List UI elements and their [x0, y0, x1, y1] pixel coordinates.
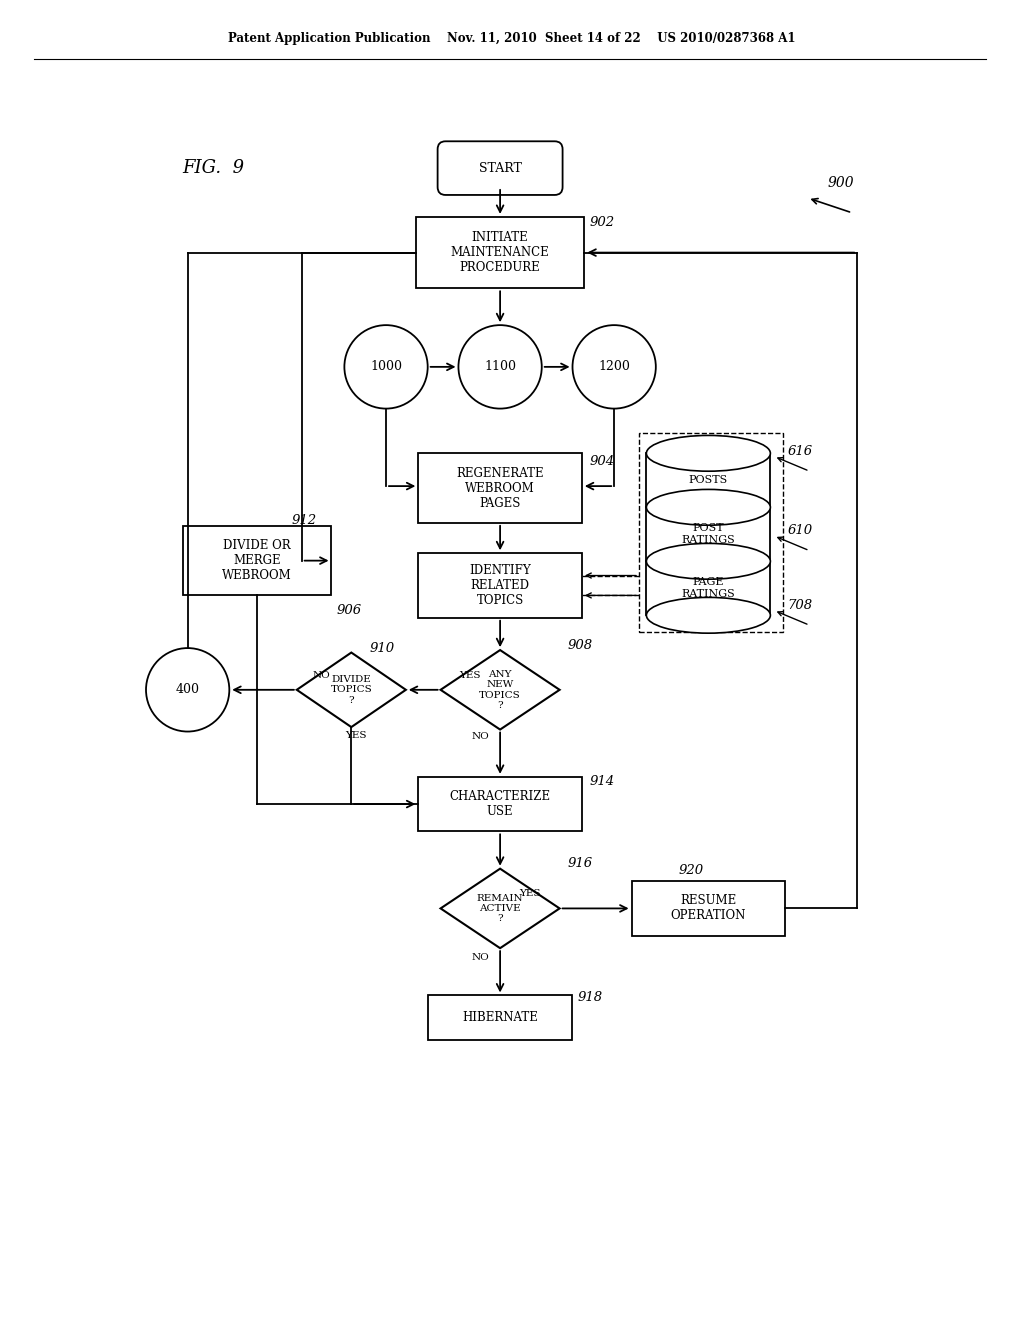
Ellipse shape [646, 436, 770, 471]
Ellipse shape [646, 598, 770, 634]
FancyBboxPatch shape [182, 525, 332, 595]
Text: POST
RATINGS: POST RATINGS [682, 524, 735, 545]
FancyBboxPatch shape [428, 995, 572, 1040]
Text: 1200: 1200 [598, 360, 630, 374]
Circle shape [344, 325, 428, 409]
Ellipse shape [646, 490, 770, 525]
Text: REMAIN
ACTIVE
?: REMAIN ACTIVE ? [477, 894, 523, 923]
Text: 902: 902 [590, 216, 614, 230]
Text: 610: 610 [787, 524, 813, 537]
Ellipse shape [646, 544, 770, 579]
Text: YES: YES [345, 730, 367, 739]
FancyBboxPatch shape [416, 216, 585, 288]
Text: 908: 908 [567, 639, 593, 652]
Text: INITIATE
MAINTENANCE
PROCEDURE: INITIATE MAINTENANCE PROCEDURE [451, 231, 550, 275]
Circle shape [459, 325, 542, 409]
Text: POSTS: POSTS [689, 475, 728, 486]
FancyBboxPatch shape [418, 453, 582, 523]
Text: NO: NO [471, 953, 489, 962]
Text: REGENERATE
WEBROOM
PAGES: REGENERATE WEBROOM PAGES [457, 466, 544, 510]
Polygon shape [297, 652, 406, 727]
Text: 914: 914 [590, 775, 614, 788]
Text: NO: NO [471, 733, 489, 742]
Text: IDENTIFY
RELATED
TOPICS: IDENTIFY RELATED TOPICS [469, 564, 531, 607]
Circle shape [572, 325, 655, 409]
Text: Patent Application Publication    Nov. 11, 2010  Sheet 14 of 22    US 2010/02873: Patent Application Publication Nov. 11, … [228, 33, 796, 45]
Text: 616: 616 [787, 445, 813, 458]
Text: 400: 400 [176, 684, 200, 697]
Text: FIG.  9: FIG. 9 [182, 160, 245, 177]
Text: RESUME
OPERATION: RESUME OPERATION [671, 895, 746, 923]
Text: 900: 900 [827, 176, 854, 190]
Circle shape [146, 648, 229, 731]
Text: 1000: 1000 [370, 360, 402, 374]
Text: 1100: 1100 [484, 360, 516, 374]
Text: START: START [478, 161, 521, 174]
Text: CHARACTERIZE
USE: CHARACTERIZE USE [450, 791, 551, 818]
Text: PAGE
RATINGS: PAGE RATINGS [682, 577, 735, 599]
Text: HIBERNATE: HIBERNATE [462, 1011, 538, 1024]
Text: NO: NO [312, 671, 331, 680]
Text: 916: 916 [567, 857, 593, 870]
Polygon shape [440, 649, 559, 730]
Text: 708: 708 [787, 599, 813, 612]
Text: 920: 920 [679, 865, 703, 878]
Text: YES: YES [460, 671, 481, 680]
Text: 910: 910 [370, 642, 394, 655]
Text: 912: 912 [292, 515, 317, 528]
FancyBboxPatch shape [418, 776, 582, 832]
FancyBboxPatch shape [437, 141, 562, 195]
Text: 918: 918 [578, 991, 602, 1005]
FancyBboxPatch shape [418, 553, 582, 618]
Text: ANY
NEW
TOPICS
?: ANY NEW TOPICS ? [479, 669, 521, 710]
Text: 904: 904 [590, 455, 614, 467]
Text: DIVIDE
TOPICS
?: DIVIDE TOPICS ? [331, 675, 372, 705]
Polygon shape [440, 869, 559, 948]
Text: 906: 906 [337, 603, 361, 616]
Text: YES: YES [519, 890, 541, 899]
FancyBboxPatch shape [632, 880, 785, 936]
Text: DIVIDE OR
MERGE
WEBROOM: DIVIDE OR MERGE WEBROOM [222, 539, 292, 582]
